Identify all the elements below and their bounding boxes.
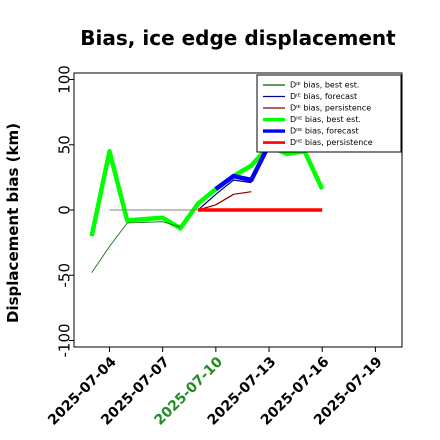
series-line-diie_forecast bbox=[214, 143, 272, 191]
series-line-diie_best bbox=[89, 143, 325, 237]
y-tick-label: 50 bbox=[55, 135, 73, 154]
series-line-de_best bbox=[91, 221, 181, 273]
legend-label-de_persistence: Dᴵᴱ bias, persistence bbox=[290, 104, 371, 113]
legend-box bbox=[256, 74, 402, 153]
legend: Dᴵᴱ bias, best est. Dᴵᴱ bias, forecast Dᴵᴱ… bbox=[256, 74, 402, 153]
series-line-de_forecast bbox=[197, 179, 252, 211]
y-tick-label: 100 bbox=[55, 65, 73, 94]
legend-label-diie_persistence: Dᴵᴵᴱ bias, persistence bbox=[290, 138, 373, 147]
chart-title: Bias, ice edge displacement bbox=[80, 26, 396, 50]
legend-label-diie_forecast: Dᴵᴵᴱ bias, forecast bbox=[290, 127, 359, 136]
legend-label-de_forecast: Dᴵᴱ bias, forecast bbox=[290, 92, 357, 101]
y-tick-label: -50 bbox=[55, 263, 73, 288]
legend-label-de_best: Dᴵᴱ bias, best est. bbox=[290, 81, 359, 90]
y-tick-label: 0 bbox=[55, 205, 73, 215]
series-line-de_persistence bbox=[197, 191, 252, 211]
y-tick-label: -100 bbox=[55, 323, 73, 357]
y-axis-label: Displacement bias (km) bbox=[4, 123, 22, 323]
legend-label-diie_best: Dᴵᴵᴱ bias, best est. bbox=[290, 115, 361, 124]
